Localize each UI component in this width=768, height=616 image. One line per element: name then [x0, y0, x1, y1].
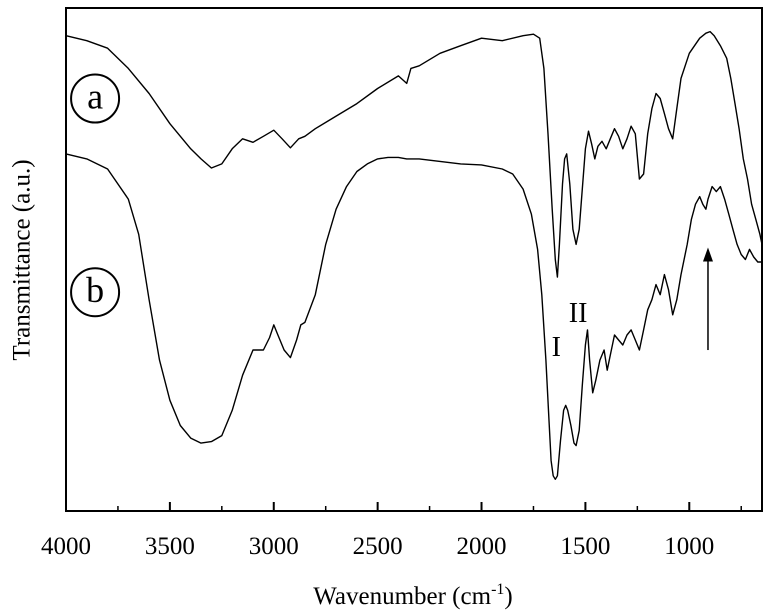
series-a-badge-label: a	[87, 77, 103, 117]
x-tick-label: 1500	[560, 533, 610, 560]
arrow-head	[702, 247, 713, 262]
series-b-line	[65, 153, 762, 480]
series-a-line	[65, 30, 763, 278]
y-axis-title: Transmittance (a.u.)	[9, 159, 36, 360]
x-axis-title-suffix: )	[504, 583, 512, 610]
x-tick-label: 2000	[457, 533, 507, 560]
x-axis-title-sup: -1	[491, 581, 504, 598]
x-axis-title: Wavenumber (cm-1)	[313, 581, 512, 610]
x-axis-title-main: Wavenumber (cm	[313, 583, 491, 610]
x-tick-label: 2500	[353, 533, 403, 560]
x-tick-label: 1000	[664, 533, 714, 560]
x-ticks: 4000 3500 3000 2500 2000 1500 1000	[41, 502, 742, 560]
x-tick-label: 4000	[41, 533, 91, 560]
band-II-label: II	[569, 298, 588, 329]
series-layer	[65, 30, 763, 480]
plot-frame	[65, 7, 763, 512]
x-tick-label: 3000	[249, 533, 299, 560]
series-b-badge-circle	[70, 267, 121, 318]
series-a-badge-circle	[70, 73, 121, 124]
series-b-badge-label: b	[86, 270, 104, 310]
x-tick-label: 3500	[145, 533, 195, 560]
band-I-label: I	[552, 332, 561, 363]
